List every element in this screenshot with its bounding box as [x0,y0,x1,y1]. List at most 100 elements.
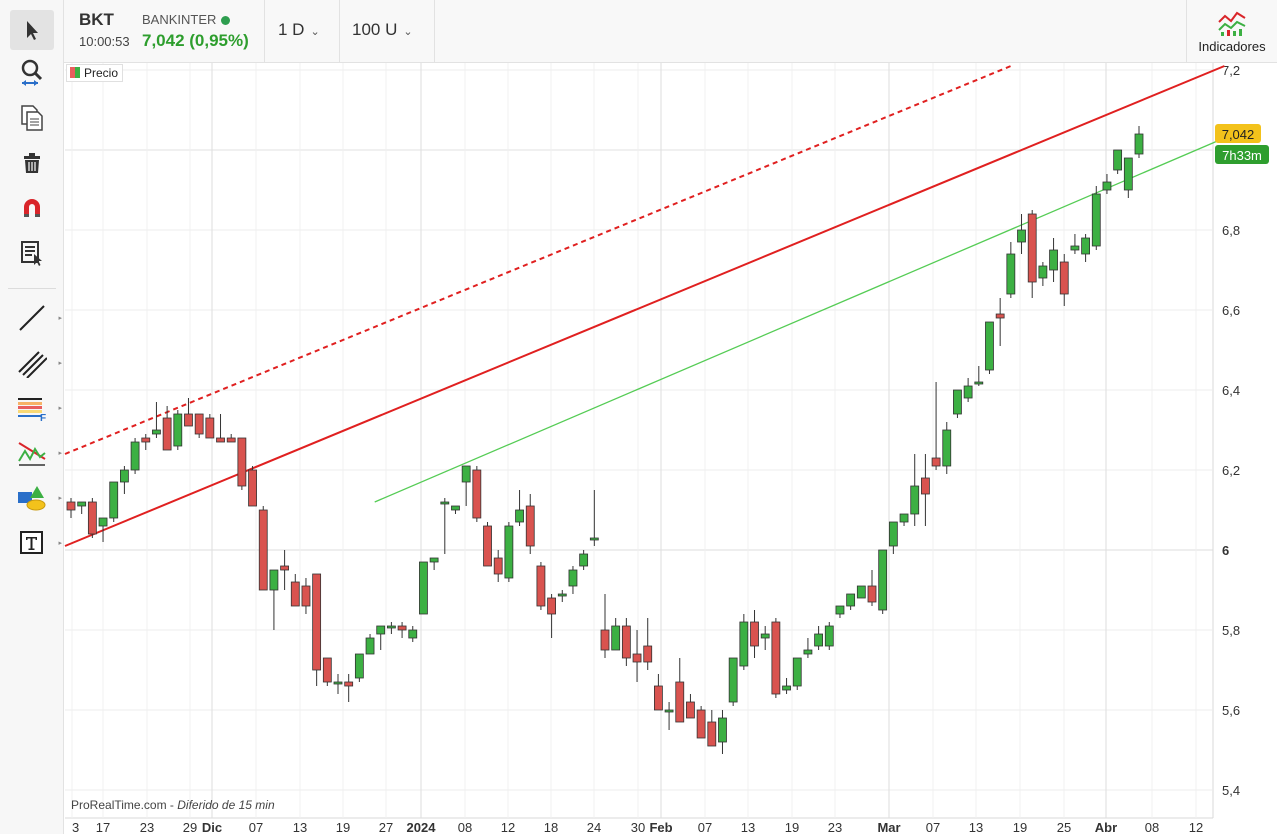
ticker-symbol[interactable]: BKT [79,10,114,29]
candle [835,605,845,618]
candle-body [301,585,311,607]
candle-body [408,629,418,639]
chart-legend[interactable]: Precio [66,64,124,82]
candle-body [750,621,759,647]
x-tick-label: 19 [336,820,350,834]
zoom-icon [21,59,43,86]
copy-tool[interactable] [10,98,54,138]
candle-body [365,637,375,655]
legend-label: Precio [84,66,119,80]
candle [173,410,183,450]
last-price-badge [1215,124,1261,143]
candle [643,618,653,670]
candle [515,490,524,526]
chevron-right-icon: ▸ [58,315,62,322]
company-label: BANKINTER [142,12,217,27]
candle [1059,254,1069,306]
x-tick-label: 12 [501,820,515,834]
candle-body [504,525,514,579]
toolbar-divider [8,288,56,289]
candle [1038,262,1048,286]
candle-body [814,633,823,647]
candle [867,570,877,606]
chart-grid [65,63,1214,819]
candle-body [162,417,172,451]
candle [1027,210,1037,298]
candle [686,694,695,719]
candle-body [621,625,631,659]
candle-body [1081,237,1090,255]
units-value: 100 U [352,20,398,39]
candle-body [322,657,332,683]
candle-body [1049,249,1058,271]
candle [1070,234,1080,254]
candle [899,513,909,526]
candle-body [803,649,813,655]
channel-tool[interactable]: ▸ [10,343,62,383]
text-tool[interactable]: ▸ [10,523,62,563]
candle [632,630,642,682]
fibonacci-tool[interactable]: F ▸ [10,388,62,428]
text-icon [20,531,43,554]
x-tick-label: Dic [202,820,222,834]
candle [376,625,386,650]
header-divider [434,0,435,62]
candle [440,498,450,554]
candle [408,626,418,642]
candle-body [568,569,578,587]
candle-body [130,441,140,471]
candle-body [867,585,877,603]
candle-body [824,625,834,647]
shapes-tool[interactable]: ▸ [10,478,62,518]
candle-body [878,549,888,611]
candle [141,434,151,450]
candle-body [87,501,97,535]
svg-text:F: F [40,413,46,422]
timeframe-dropdown[interactable]: 1 D ⌄ [278,20,320,40]
candle [226,434,236,443]
candle-body [611,625,621,651]
candle-body [419,561,428,615]
candle-body [280,565,290,571]
candle [557,590,567,602]
zoom-tool[interactable] [10,53,54,93]
candle-body [344,681,354,687]
candle [205,414,215,439]
x-tick-label: 25 [1057,820,1071,834]
indicators-button[interactable]: Indicadores [1186,0,1277,62]
candle-body [258,509,268,591]
fibonacci-icon: F [18,398,46,422]
candle [995,298,1005,346]
units-dropdown[interactable]: 100 U ⌄ [352,20,413,40]
candle-body [1102,181,1112,191]
x-tick-label: 23 [140,820,154,834]
candle-body [376,625,386,635]
candle [397,622,407,638]
candle [493,550,503,582]
candle-body [1123,157,1133,191]
trendline-tool[interactable]: ▸ [10,298,62,338]
magnet-icon [24,199,40,217]
chevron-right-icon: ▸ [58,540,62,547]
brand-name: ProRealTime.com [71,798,167,812]
x-tick-label: 07 [926,820,940,834]
candle [1006,242,1016,298]
delete-tool[interactable] [10,143,54,183]
y-tick-label: 5,6 [1222,703,1240,718]
x-tick-label: 2024 [407,820,437,834]
candle [1049,238,1058,282]
candle-body [237,437,247,487]
legend-swatch [70,67,80,78]
candle-body [184,413,193,427]
magnet-tool[interactable] [10,188,54,228]
pointer-tool[interactable] [10,10,54,50]
trash-icon [24,153,40,173]
pattern-tool[interactable]: ▸ [10,433,62,473]
candle [846,593,856,610]
timeframe-value: 1 D [278,20,305,39]
candle [953,389,962,418]
date-axis: 3 17 23 29 Dic 07 13 19 27 2024 08 12 18 24 30 Feb 07 13 1… [72,820,1203,834]
candle [109,481,119,522]
object-list-tool[interactable] [10,233,54,273]
